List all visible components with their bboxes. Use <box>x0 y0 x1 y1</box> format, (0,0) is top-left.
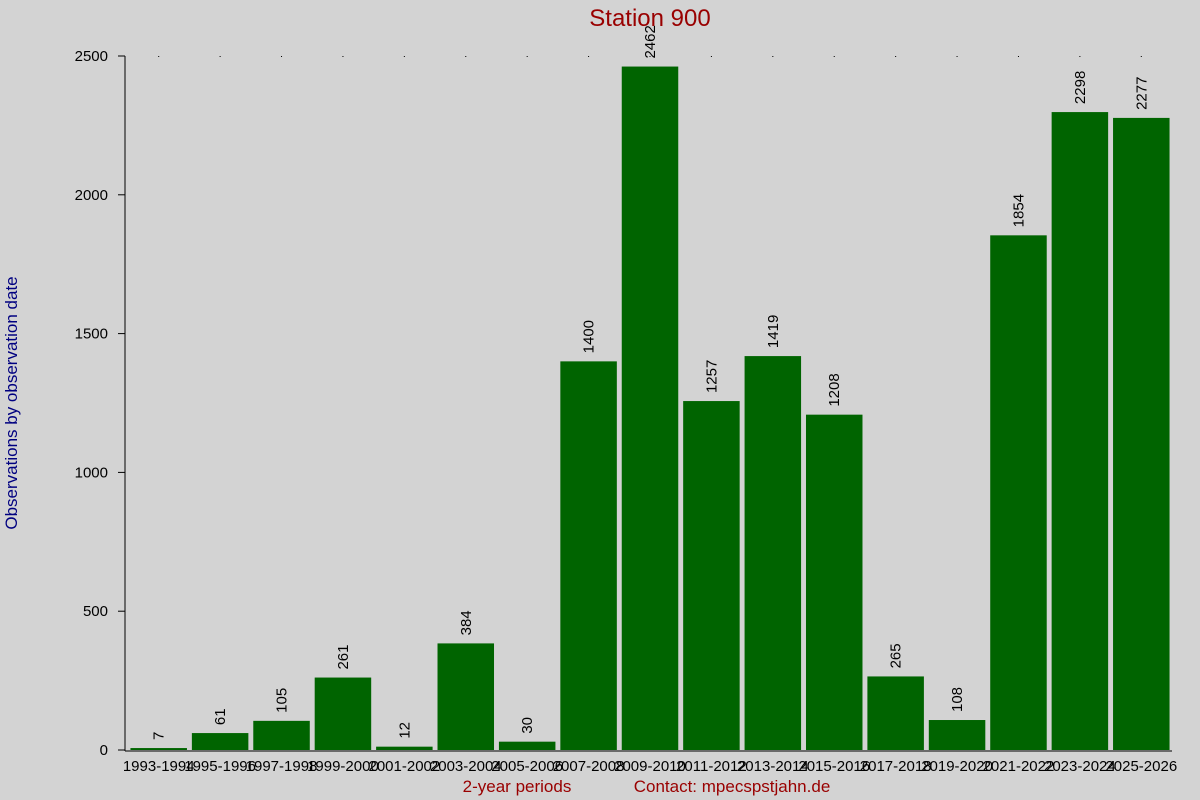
value-label: 108 <box>949 687 966 712</box>
x-tick-label: 2025-2026 <box>1105 758 1177 775</box>
value-label: 1208 <box>826 373 843 406</box>
x-tick-label: 2001-2002 <box>368 758 440 775</box>
y-tick-label: 2000 <box>75 187 108 204</box>
bar <box>1113 117 1170 751</box>
y-axis-label: Observations by observation date <box>2 276 21 529</box>
value-label: 1400 <box>581 320 598 353</box>
y-tick-label: 0 <box>100 742 108 759</box>
value-label: 265 <box>888 643 905 668</box>
bar <box>683 401 740 750</box>
x-axis-label: 2-year periods <box>463 777 572 796</box>
x-tick-label: 2015-2016 <box>798 758 870 775</box>
bar <box>990 235 1047 751</box>
value-label: 105 <box>274 688 291 713</box>
value-label: 7 <box>151 732 168 740</box>
bar <box>130 748 187 750</box>
bar <box>314 677 372 750</box>
x-tick-label: 1995-1996 <box>184 758 256 775</box>
x-tick-label: 1997-1998 <box>246 758 318 775</box>
bar <box>437 643 495 750</box>
y-tick-label: 2500 <box>75 48 108 65</box>
x-tick-label: 2019-2020 <box>921 758 993 775</box>
x-tick-label: 2009-2010 <box>614 758 686 775</box>
x-tick-label: 1993-1994 <box>123 758 195 775</box>
value-label: 2298 <box>1072 71 1089 104</box>
x-tick-label: 2017-2018 <box>860 758 932 775</box>
y-tick-label: 500 <box>83 603 108 620</box>
x-tick-label: 2021-2022 <box>983 758 1055 775</box>
bar <box>805 414 863 750</box>
chart-title: Station 900 <box>589 5 710 32</box>
value-label: 30 <box>519 717 536 734</box>
value-label: 2462 <box>642 25 659 58</box>
x-tick-label: 2013-2014 <box>737 758 809 775</box>
bar <box>498 741 556 750</box>
x-tick-label: 2011-2012 <box>676 758 747 775</box>
bar <box>621 66 679 750</box>
x-tick-label: 2005-2006 <box>491 758 563 775</box>
x-tick-label: 2007-2008 <box>553 758 625 775</box>
bar <box>253 720 310 750</box>
y-tick-label: 1500 <box>75 326 108 343</box>
value-label: 384 <box>458 610 475 635</box>
y-tick-label: 1000 <box>75 464 108 481</box>
value-label: 1854 <box>1010 194 1027 227</box>
bar <box>376 746 433 750</box>
value-label: 61 <box>212 708 229 725</box>
x-tick-label: 2003-2004 <box>430 758 502 775</box>
value-label: 1257 <box>703 360 720 393</box>
bar <box>191 733 249 750</box>
value-label: 2277 <box>1133 77 1150 110</box>
bar <box>928 720 986 750</box>
bar <box>1051 112 1109 751</box>
bar <box>744 356 802 750</box>
value-label: 1419 <box>765 315 782 348</box>
bar <box>867 676 924 750</box>
bar <box>560 361 617 750</box>
value-label: 261 <box>335 645 352 670</box>
contact: Contact: mpecspstjahn.de <box>634 777 831 796</box>
x-tick-label: 2023-2024 <box>1044 758 1116 775</box>
x-tick-label: 1999-2000 <box>307 758 379 775</box>
value-label: 12 <box>396 722 413 739</box>
